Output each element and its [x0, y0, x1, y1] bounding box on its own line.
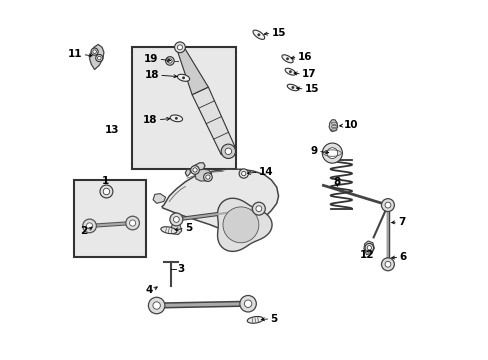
- Circle shape: [169, 213, 183, 226]
- Circle shape: [125, 216, 139, 230]
- Text: 12: 12: [360, 249, 374, 260]
- Circle shape: [100, 185, 113, 198]
- Circle shape: [192, 168, 197, 172]
- Ellipse shape: [282, 55, 292, 63]
- Circle shape: [182, 76, 184, 79]
- Circle shape: [366, 246, 371, 250]
- Ellipse shape: [177, 74, 189, 81]
- Circle shape: [96, 54, 102, 62]
- Circle shape: [103, 188, 109, 195]
- Circle shape: [129, 220, 135, 226]
- Text: 13: 13: [105, 125, 120, 135]
- Circle shape: [241, 171, 245, 176]
- Ellipse shape: [170, 115, 182, 122]
- Circle shape: [190, 166, 199, 174]
- Polygon shape: [217, 198, 271, 251]
- Circle shape: [322, 143, 342, 163]
- Circle shape: [244, 300, 251, 307]
- Text: 7: 7: [397, 217, 405, 227]
- Polygon shape: [185, 163, 204, 176]
- Circle shape: [224, 148, 231, 154]
- Text: 15: 15: [271, 28, 285, 38]
- Polygon shape: [195, 169, 211, 181]
- Circle shape: [257, 33, 260, 36]
- Text: 8: 8: [332, 177, 340, 187]
- Text: 3: 3: [177, 264, 184, 274]
- Circle shape: [175, 117, 178, 120]
- Text: 11: 11: [68, 49, 82, 59]
- Polygon shape: [176, 46, 208, 95]
- Polygon shape: [328, 120, 337, 132]
- Circle shape: [167, 59, 172, 63]
- Circle shape: [177, 45, 182, 50]
- Polygon shape: [89, 44, 104, 69]
- Polygon shape: [363, 241, 373, 255]
- Circle shape: [288, 70, 291, 73]
- Circle shape: [291, 86, 294, 89]
- Polygon shape: [162, 169, 278, 234]
- Circle shape: [255, 206, 261, 212]
- Circle shape: [153, 302, 160, 309]
- Circle shape: [93, 50, 96, 53]
- Text: 16: 16: [297, 52, 311, 62]
- Text: 5: 5: [270, 314, 277, 324]
- Polygon shape: [153, 194, 165, 203]
- Text: 6: 6: [399, 252, 406, 262]
- Text: 14: 14: [258, 167, 273, 177]
- Text: 5: 5: [184, 224, 192, 233]
- FancyBboxPatch shape: [131, 47, 235, 169]
- Circle shape: [252, 202, 265, 215]
- Circle shape: [384, 202, 390, 208]
- Circle shape: [239, 296, 256, 312]
- Ellipse shape: [161, 227, 177, 234]
- Circle shape: [239, 169, 248, 178]
- Circle shape: [205, 175, 210, 179]
- Ellipse shape: [247, 316, 263, 323]
- Circle shape: [82, 219, 96, 233]
- Circle shape: [86, 223, 92, 229]
- FancyBboxPatch shape: [74, 180, 145, 257]
- Circle shape: [285, 57, 288, 60]
- Polygon shape: [171, 218, 182, 234]
- Text: 18: 18: [144, 70, 159, 80]
- Text: 9: 9: [310, 146, 317, 156]
- Circle shape: [173, 217, 179, 222]
- Text: 18: 18: [143, 115, 158, 125]
- Circle shape: [148, 297, 164, 314]
- Text: 17: 17: [301, 69, 316, 79]
- Circle shape: [381, 199, 394, 212]
- Text: 10: 10: [344, 121, 358, 130]
- Text: 15: 15: [304, 84, 319, 94]
- Circle shape: [203, 173, 212, 181]
- Circle shape: [223, 207, 258, 243]
- Ellipse shape: [285, 68, 295, 75]
- Text: 4: 4: [145, 285, 152, 295]
- Text: 1: 1: [102, 176, 109, 186]
- Ellipse shape: [252, 30, 264, 39]
- Circle shape: [174, 42, 185, 53]
- Circle shape: [91, 48, 98, 55]
- Circle shape: [165, 57, 174, 65]
- Circle shape: [364, 243, 373, 252]
- Ellipse shape: [286, 84, 298, 91]
- Polygon shape: [192, 87, 235, 155]
- Text: 19: 19: [144, 54, 158, 64]
- Circle shape: [384, 261, 390, 267]
- Circle shape: [97, 56, 101, 60]
- Circle shape: [221, 144, 235, 158]
- Circle shape: [381, 258, 394, 271]
- Circle shape: [326, 148, 337, 158]
- Text: 2: 2: [81, 226, 88, 236]
